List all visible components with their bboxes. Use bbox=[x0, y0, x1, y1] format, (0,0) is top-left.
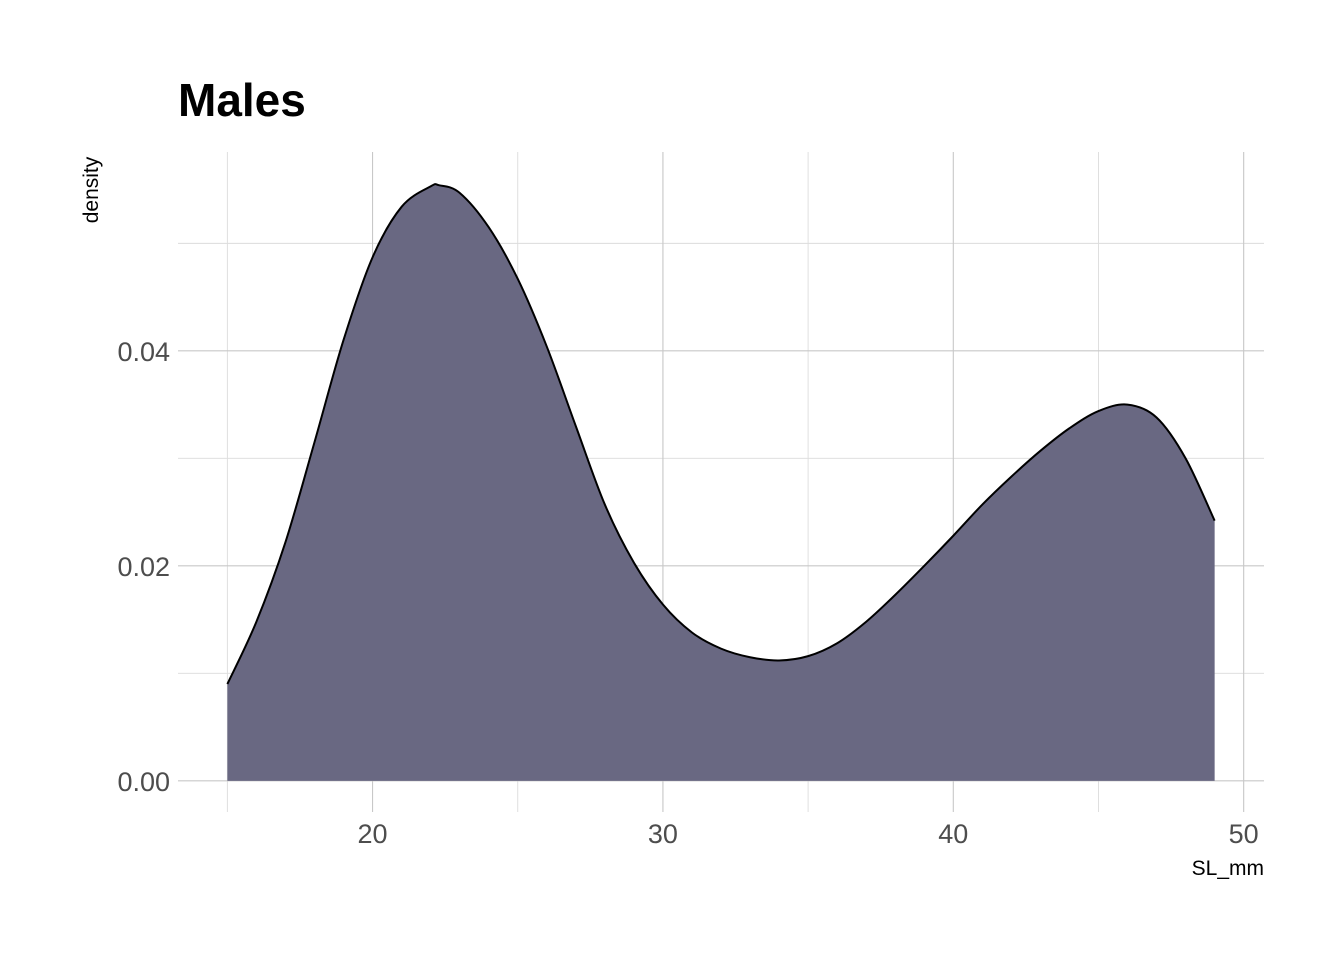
x-axis-ticks: 20 30 40 50 bbox=[358, 819, 1259, 849]
x-tick-label: 30 bbox=[648, 819, 678, 849]
y-tick-label: 0.02 bbox=[117, 552, 170, 582]
y-tick-label: 0.04 bbox=[117, 337, 170, 367]
density-curve bbox=[226, 183, 1216, 685]
y-axis-ticks: 0.00 0.02 0.04 bbox=[117, 337, 170, 797]
chart-title: Males bbox=[178, 74, 306, 126]
x-axis-label: SL_mm bbox=[1192, 857, 1264, 880]
density-area bbox=[227, 184, 1215, 781]
x-tick-label: 20 bbox=[358, 819, 388, 849]
y-tick-label: 0.00 bbox=[117, 767, 170, 797]
x-tick-label: 40 bbox=[938, 819, 968, 849]
x-tick-label: 50 bbox=[1229, 819, 1259, 849]
y-axis-label: density bbox=[80, 156, 103, 223]
